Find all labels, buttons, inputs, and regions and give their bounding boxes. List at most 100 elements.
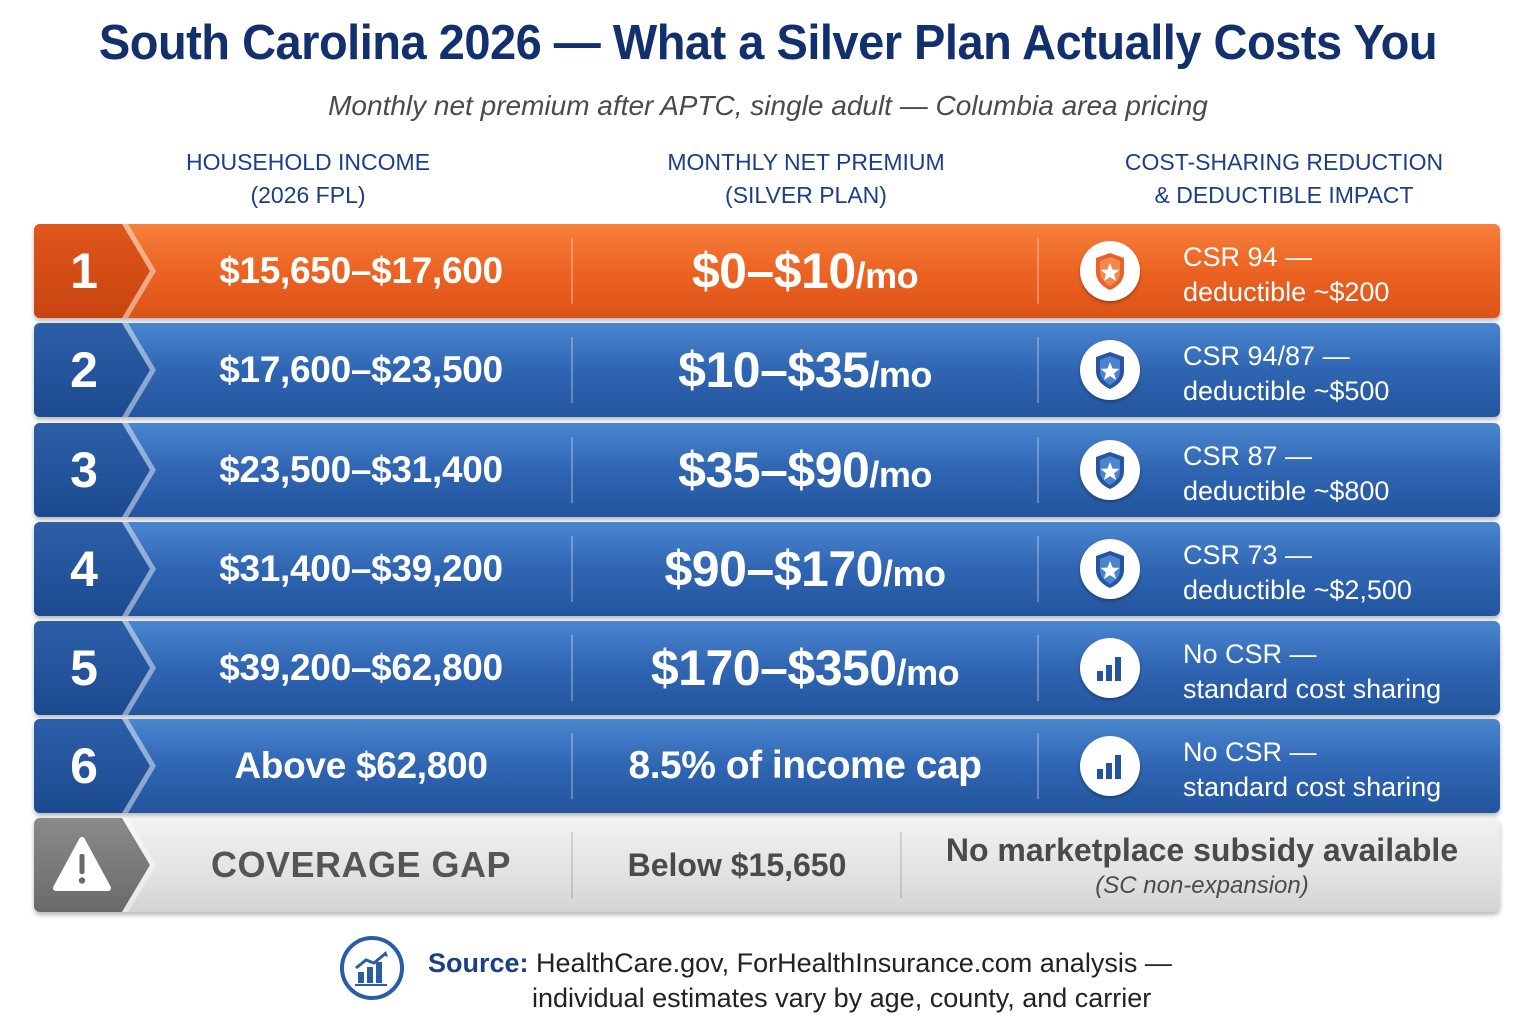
csr-description: No CSR — standard cost sharing	[1183, 735, 1493, 805]
csr-line: deductible ~$500	[1183, 376, 1390, 406]
row-number: 4	[70, 541, 98, 597]
page-subtitle: Monthly net premium after APTC, single a…	[328, 90, 1208, 121]
income-range: $17,600–$23,500	[219, 349, 503, 390]
coverage-gap-label: COVERAGE GAP	[210, 844, 512, 885]
shield-star-icon	[1080, 340, 1140, 400]
row-number: 2	[70, 342, 98, 398]
premium-unit: /mo	[869, 454, 932, 495]
csr-description: CSR 73 — deductible ~$2,500	[1183, 538, 1493, 608]
csr-line: CSR 73 —	[1183, 540, 1313, 570]
divider	[571, 536, 573, 602]
row-number: 5	[70, 640, 98, 696]
column-header-line: COST-SHARING REDUCTION	[1124, 149, 1444, 175]
divider	[900, 832, 902, 898]
source-citation: Source: HealthCare.gov, ForHealthInsuran…	[428, 946, 1172, 1016]
shield-star-icon	[1080, 539, 1140, 599]
divider	[1037, 238, 1039, 304]
row-number-tab	[34, 323, 150, 417]
page-title: South Carolina 2026 — What a Silver Plan…	[98, 13, 1438, 70]
row-number-tab	[34, 423, 150, 517]
csr-line: No CSR —	[1183, 639, 1317, 669]
table-row: 2 $17,600–$23,500 $10–$35/mo CSR 94/87 —…	[34, 323, 1500, 417]
coverage-gap-row: COVERAGE GAP Below $15,650 No marketplac…	[34, 818, 1500, 912]
gap-note-line: (SC non-expansion)	[1095, 872, 1309, 899]
divider	[1037, 437, 1039, 503]
premium-amount: $10–$35	[678, 342, 870, 398]
divider	[1037, 337, 1039, 403]
column-header-line: & DEDUCTIBLE IMPACT	[1154, 182, 1414, 208]
premium-amount: $35–$90	[678, 442, 870, 498]
divider	[571, 437, 573, 503]
divider	[571, 238, 573, 304]
column-header-line: HOUSEHOLD INCOME	[185, 149, 431, 175]
table-row: 1 $15,650–$17,600 $0–$10/mo CSR 94 — ded…	[34, 224, 1500, 318]
row-number-tab	[34, 621, 150, 715]
income-range: $31,400–$39,200	[219, 548, 503, 589]
premium-value: $90–$170/mo	[574, 522, 1036, 616]
premium-amount: $0–$10	[691, 243, 856, 299]
gap-note-line: No marketplace subsidy available	[945, 832, 1459, 868]
row-number-tab	[34, 522, 150, 616]
column-header-line: (SILVER PLAN)	[725, 182, 887, 208]
bar-chart-icon	[1080, 736, 1140, 796]
table-row: 6 Above $62,800 8.5% of income cap No CS…	[34, 719, 1500, 813]
row-number-tab	[34, 719, 150, 813]
coverage-gap-note: No marketplace subsidy available (SC non…	[904, 830, 1500, 902]
premium-value: $35–$90/mo	[574, 423, 1036, 517]
csr-line: CSR 94 —	[1183, 242, 1313, 272]
income-range: $15,650–$17,600	[219, 250, 503, 291]
csr-description: CSR 94/87 — deductible ~$500	[1183, 339, 1493, 409]
csr-line: standard cost sharing	[1183, 772, 1442, 802]
csr-description: CSR 94 — deductible ~$200	[1183, 240, 1493, 310]
csr-line: standard cost sharing	[1183, 674, 1442, 704]
csr-line: deductible ~$800	[1183, 476, 1390, 506]
income-range: Above $62,800	[234, 745, 488, 786]
row-number-tab	[34, 224, 150, 318]
premium-value: 8.5% of income cap	[574, 719, 1036, 813]
divider	[571, 337, 573, 403]
divider	[1037, 536, 1039, 602]
premium-unit: /mo	[869, 354, 932, 395]
premium-unit: /mo	[855, 255, 919, 296]
coverage-gap-income: Below $15,650	[627, 847, 847, 883]
table-row: 5 $39,200–$62,800 $170–$350/mo No CSR — …	[34, 621, 1500, 715]
premium-value: $170–$350/mo	[574, 621, 1036, 715]
column-header-income: HOUSEHOLD INCOME (2026 FPL)	[138, 146, 478, 212]
income-range: $39,200–$62,800	[219, 647, 503, 688]
row-number: 3	[70, 442, 98, 498]
premium-value: $10–$35/mo	[574, 323, 1036, 417]
divider	[571, 635, 573, 701]
row-number: 1	[70, 243, 98, 299]
csr-line: No CSR —	[1183, 737, 1317, 767]
table-row: 4 $31,400–$39,200 $90–$170/mo CSR 73 — d…	[34, 522, 1500, 616]
row-number: 6	[70, 738, 98, 794]
divider	[1037, 733, 1039, 799]
column-header-line: MONTHLY NET PREMIUM	[667, 149, 945, 175]
csr-line: CSR 94/87 —	[1183, 341, 1350, 371]
premium-amount: $170–$350	[650, 640, 897, 696]
shield-star-icon	[1080, 241, 1140, 301]
source-line: individual estimates vary by age, county…	[532, 983, 1152, 1013]
source-line: HealthCare.gov, ForHealthInsurance.com a…	[536, 948, 1172, 978]
warning-icon	[34, 818, 134, 912]
premium-amount: 8.5% of income cap	[628, 744, 982, 787]
bar-chart-icon	[1080, 638, 1140, 698]
column-header-csr: COST-SHARING REDUCTION & DEDUCTIBLE IMPA…	[1104, 146, 1464, 212]
divider	[571, 832, 573, 898]
shield-star-icon	[1080, 440, 1140, 500]
premium-unit: /mo	[896, 652, 960, 693]
income-range: $23,500–$31,400	[219, 449, 503, 490]
csr-description: CSR 87 — deductible ~$800	[1183, 439, 1493, 509]
premium-amount: $90–$170	[664, 541, 884, 597]
premium-value: $0–$10/mo	[574, 224, 1036, 318]
chart-growth-icon	[340, 936, 404, 1000]
premium-unit: /mo	[882, 553, 946, 594]
source-label: Source:	[428, 948, 529, 978]
csr-line: deductible ~$200	[1183, 277, 1390, 307]
column-header-line: (2026 FPL)	[250, 182, 366, 208]
divider	[571, 733, 573, 799]
column-header-premium: MONTHLY NET PREMIUM (SILVER PLAN)	[606, 146, 1006, 212]
divider	[1037, 635, 1039, 701]
csr-description: No CSR — standard cost sharing	[1183, 637, 1493, 707]
table-row: 3 $23,500–$31,400 $35–$90/mo CSR 87 — de…	[34, 423, 1500, 517]
